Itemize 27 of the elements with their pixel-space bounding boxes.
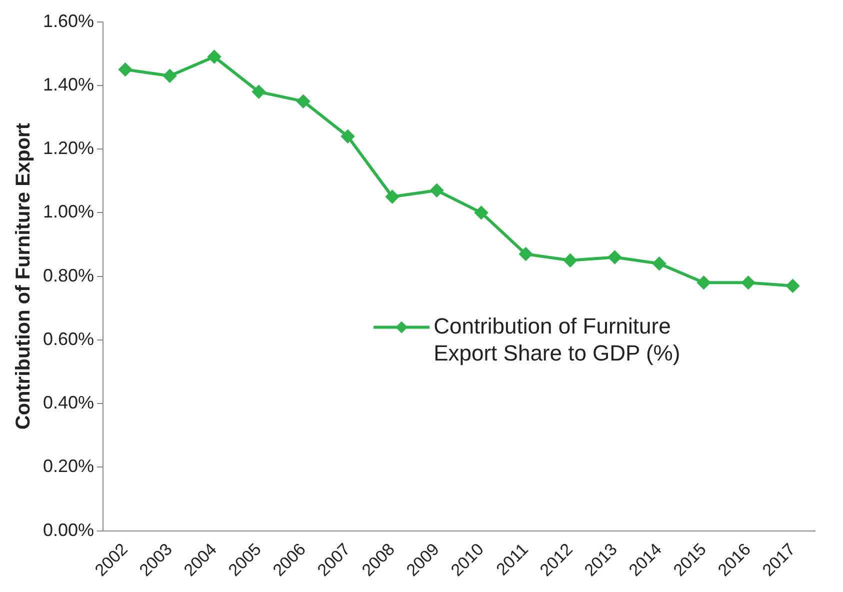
y-tick-label: 0.60%	[42, 328, 94, 349]
y-tick-label: 0.20%	[42, 456, 94, 476]
y-tick-label: 1.20%	[42, 138, 94, 158]
y-tick-label: 0.00%	[42, 520, 94, 540]
point	[208, 50, 221, 64]
point	[341, 130, 354, 143]
point	[118, 63, 132, 76]
point	[608, 250, 622, 264]
point	[697, 276, 710, 290]
point	[252, 85, 266, 98]
point	[386, 190, 399, 204]
point	[430, 184, 444, 197]
point	[652, 257, 666, 270]
y-axis-title: Contribution of Furniture Export	[12, 122, 35, 430]
point	[296, 94, 310, 108]
legend-label: Contribution of Furniture Export Share to GDP (%)	[434, 313, 680, 366]
y-tick-label: 0.80%	[42, 265, 94, 286]
point	[474, 206, 488, 220]
y-tick-label: 0.40%	[42, 392, 94, 413]
point	[786, 279, 800, 292]
y-tick-label: 1.40%	[42, 74, 94, 94]
point	[742, 276, 755, 290]
point	[564, 254, 577, 267]
y-tick-label: 1.60%	[42, 10, 94, 31]
point	[519, 248, 532, 261]
y-tick-label: 1.00%	[42, 202, 94, 222]
point	[163, 69, 176, 82]
